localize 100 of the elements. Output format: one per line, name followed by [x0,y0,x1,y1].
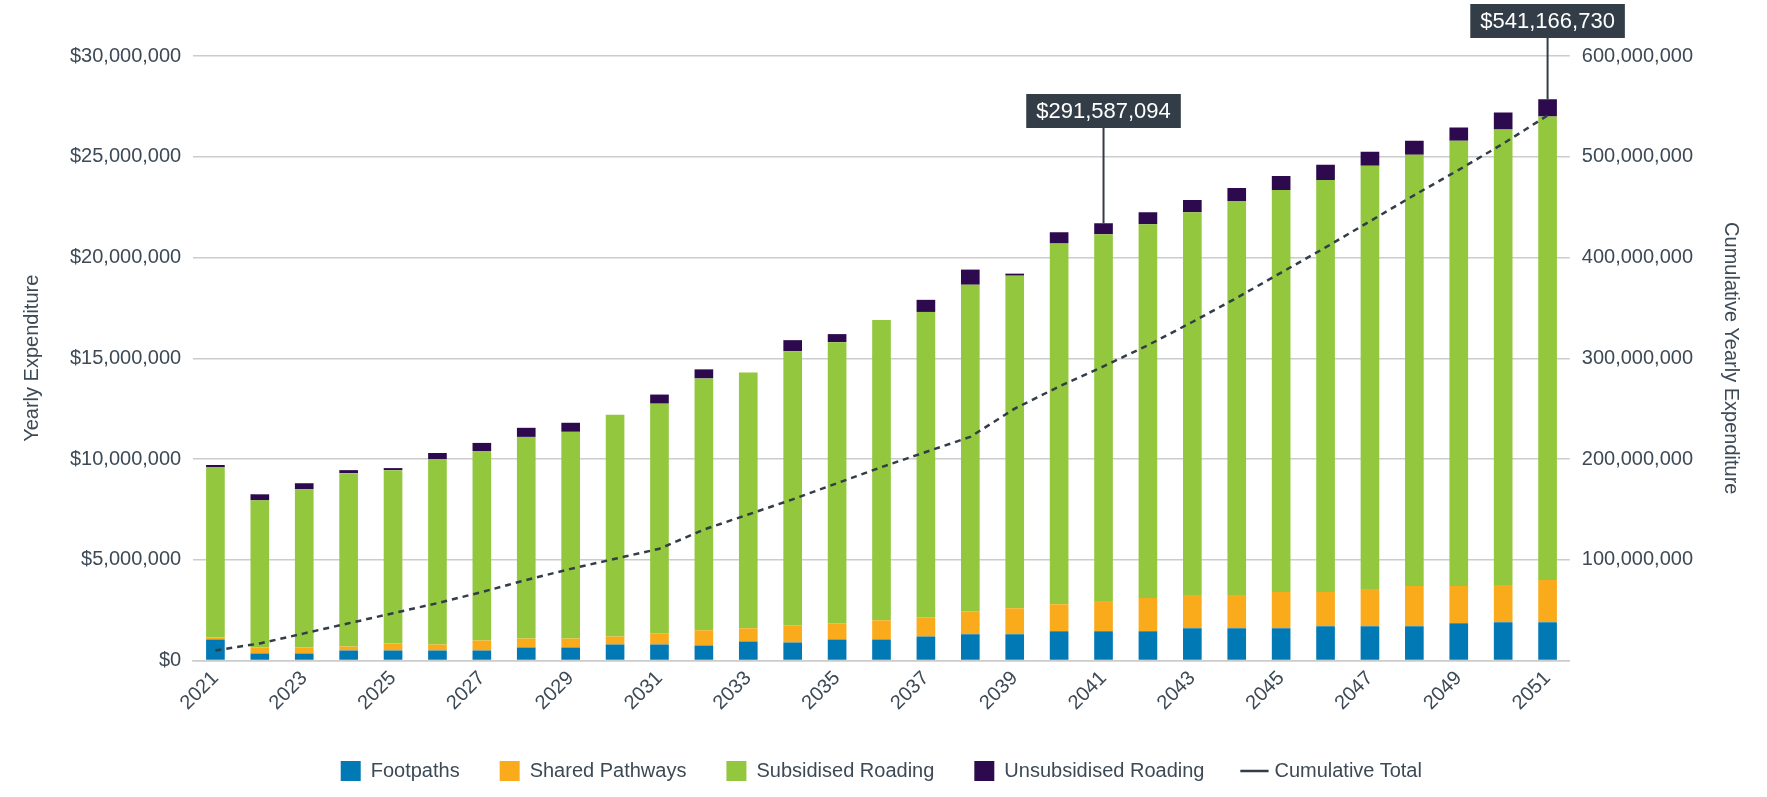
bar [1227,628,1247,660]
bar [916,311,936,618]
y2-tick-label: 400,000,000 [1581,245,1694,268]
bar [1360,626,1380,660]
bar [339,646,358,651]
bar [1227,188,1247,202]
y2-tick-label: 200,000,000 [1581,446,1694,469]
bar [1493,585,1513,623]
bar [206,639,225,660]
bar [1094,631,1113,660]
bar [1005,634,1025,660]
bar [516,436,536,639]
bar [1005,275,1025,609]
bar [428,650,447,660]
bar [872,320,891,621]
bar [1138,212,1158,225]
y-tick-label: $20,000,000 [69,245,182,268]
bar [472,442,492,451]
bar [1271,628,1291,660]
annotation: $291,587,094 [1036,98,1171,124]
bar [561,638,580,648]
legend-label: Cumulative Total [1274,758,1422,781]
bar [250,653,270,660]
bar [1493,112,1513,130]
bar [206,637,225,640]
bar [1049,631,1069,660]
bar [516,638,536,648]
bar [1316,164,1335,180]
bar [250,647,270,654]
bar [1449,127,1469,141]
bar [472,450,492,641]
bar [339,650,358,660]
bar [827,342,847,624]
y-tick-label: $10,000,000 [69,446,182,469]
bar [561,422,580,432]
bar [694,630,714,646]
bar [1005,608,1025,635]
bar [1493,129,1513,585]
bar [783,625,803,643]
bar [960,611,980,635]
bar [1538,99,1557,117]
y2-tick-label: 500,000,000 [1581,144,1694,167]
bar [827,623,847,640]
y-tick-label: $15,000,000 [69,345,182,368]
bar [383,650,403,660]
bar [1049,604,1069,632]
bar [1405,586,1424,627]
bar [1405,154,1424,587]
bar [1538,622,1557,660]
bar [1049,243,1069,605]
y2-tick-label: 600,000,000 [1581,43,1694,66]
y-tick-label: $0 [158,648,182,671]
bar [1316,626,1335,660]
bar [738,641,758,660]
bar [561,431,580,639]
bar [1271,190,1291,593]
bar [916,636,936,660]
bar [428,644,447,651]
bar [472,650,492,660]
bar [605,414,625,637]
bar [472,640,492,651]
bar [960,284,980,612]
y-tick-label: $5,000,000 [81,547,182,570]
bar [1049,232,1069,244]
bar [1138,224,1158,599]
bar [294,647,314,654]
y2-axis-title: Cumulative Yearly Expenditure [1721,222,1744,495]
bar [1271,175,1291,191]
bar [605,636,625,645]
bar [650,633,669,645]
bar [960,634,980,660]
bar [1094,223,1113,235]
bar [694,378,714,631]
bar [383,470,403,644]
bar [1405,626,1424,660]
bar [1405,140,1424,155]
bar [1183,628,1202,660]
bar [1538,579,1557,623]
bar [694,369,714,379]
bar [738,628,758,642]
bar [1316,592,1335,627]
y-tick-label: $25,000,000 [69,144,182,167]
bar [1449,586,1469,624]
bar [1449,623,1469,660]
y2-tick-label: 100,000,000 [1581,547,1694,570]
bar [383,468,403,471]
bar [960,269,980,285]
bar [294,489,314,648]
bar [783,340,803,352]
bar [1360,165,1380,590]
bar [916,617,936,637]
bar [339,473,358,647]
bar [1183,200,1202,213]
bar [1538,116,1557,580]
bar [1316,179,1335,593]
bar [1138,598,1158,632]
bar [1227,595,1247,629]
bar [516,647,536,660]
bar [250,500,270,648]
bar [783,351,803,626]
